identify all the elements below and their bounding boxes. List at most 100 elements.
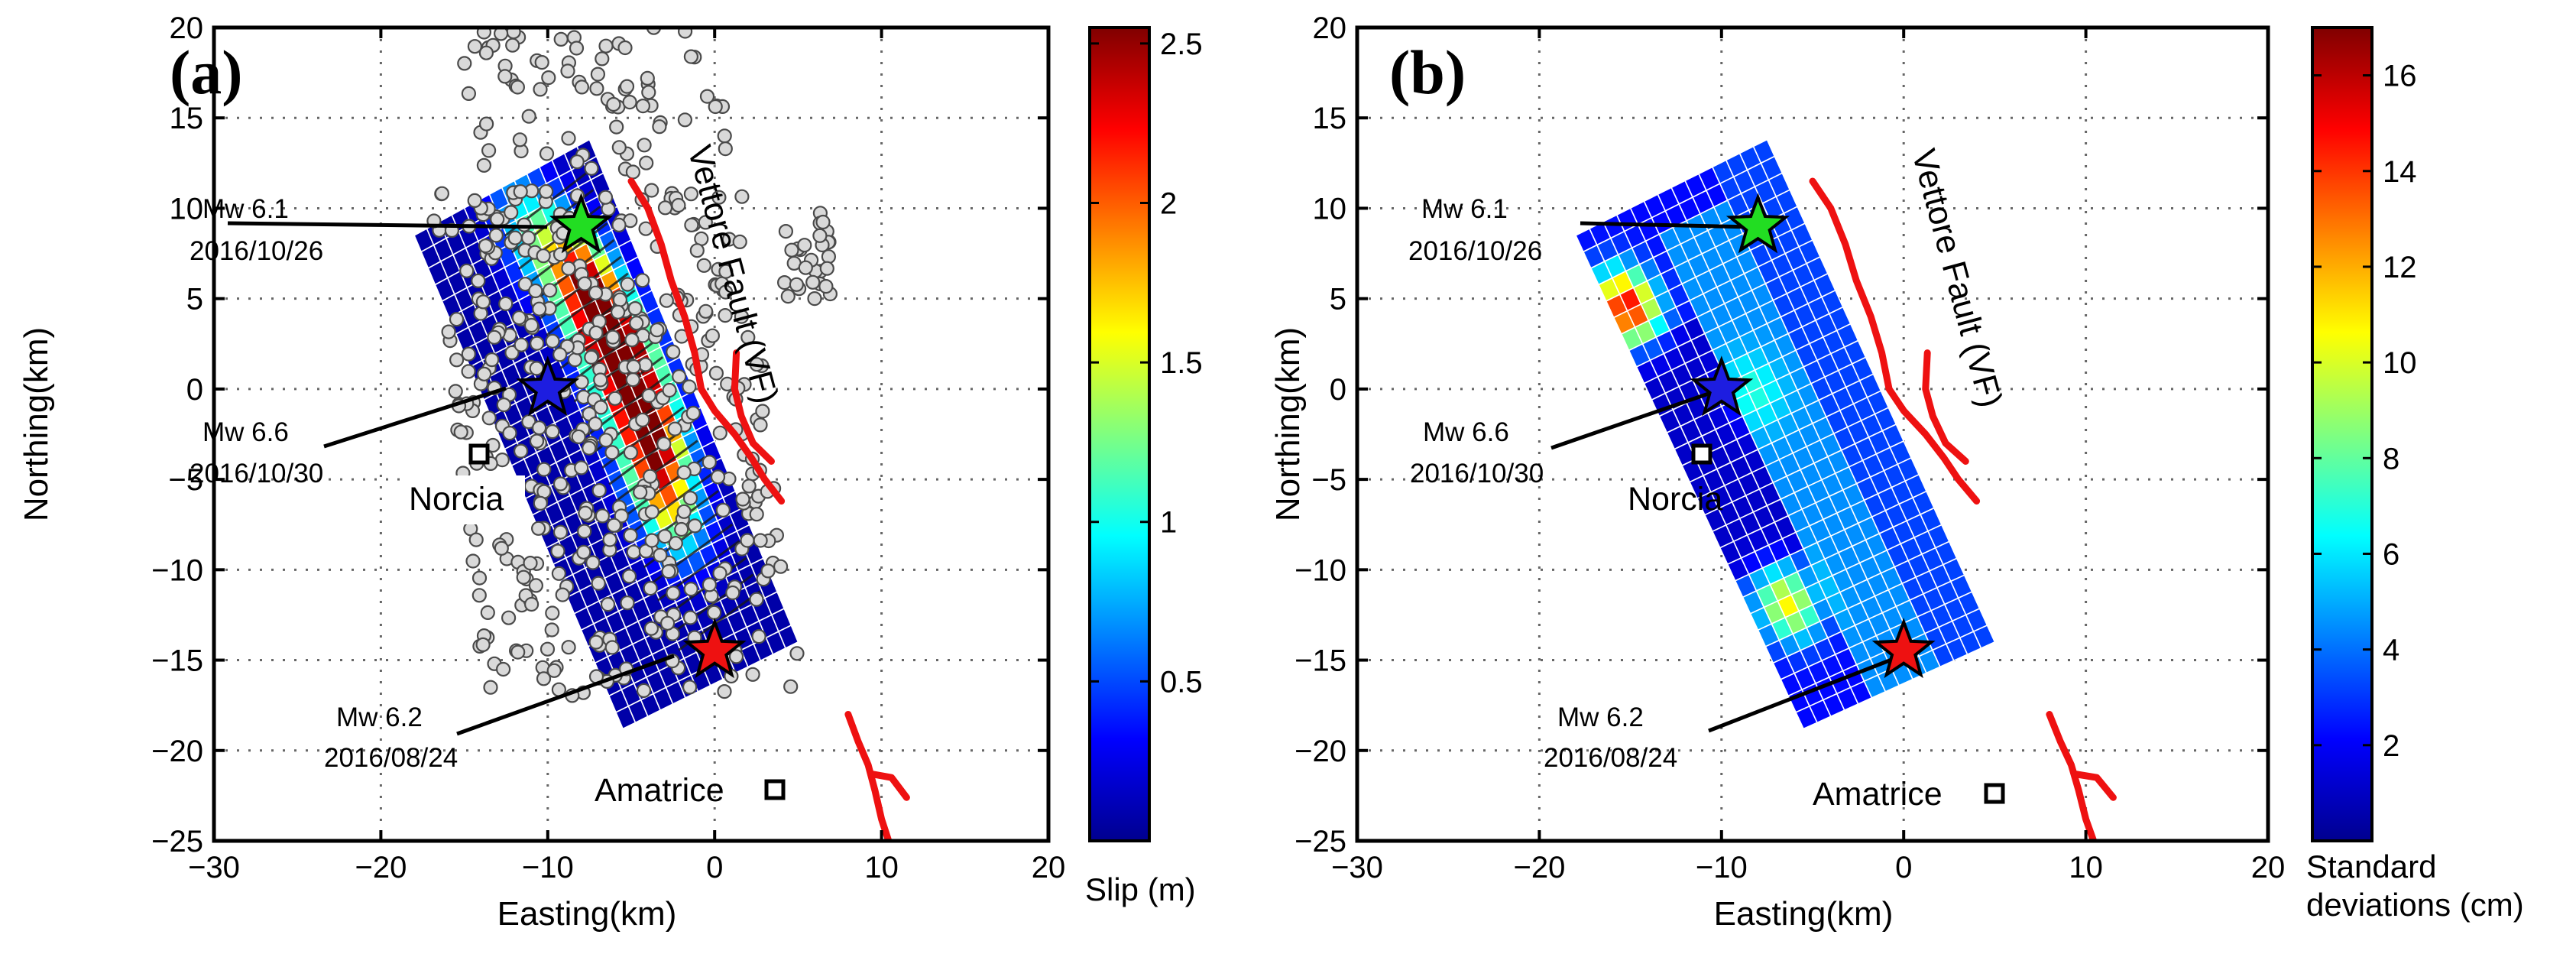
- amatrice-label-b: Amatrice: [1813, 776, 1943, 813]
- norcia-marker-b: [1691, 443, 1712, 465]
- aftershock: [561, 640, 576, 655]
- aftershock: [574, 80, 590, 95]
- aftershock: [497, 69, 513, 84]
- aftershock: [643, 580, 658, 596]
- aftershock: [520, 230, 536, 245]
- x-tick-label: −30: [188, 851, 240, 884]
- axes-frame-a: [212, 25, 1051, 843]
- aftershock: [623, 445, 639, 460]
- event-62-label-b: Mw 6.2: [1557, 703, 1644, 732]
- norcia-label-a: Norcia: [409, 481, 504, 518]
- colorbar-label-b-line2: deviations (cm): [2306, 887, 2524, 923]
- aftershock: [776, 275, 792, 290]
- aftershock: [778, 224, 794, 239]
- aftershock: [684, 217, 699, 232]
- event-stars-a: [516, 193, 747, 679]
- event-star: [682, 617, 747, 679]
- aftershock: [488, 228, 504, 243]
- aftershock: [706, 605, 722, 620]
- aftershock: [480, 605, 495, 621]
- aftershock: [732, 234, 747, 249]
- aftershock: [702, 454, 717, 470]
- aftershock: [602, 532, 617, 547]
- aftershock: [478, 45, 494, 60]
- aftershock: [682, 680, 698, 695]
- aftershock: [625, 164, 641, 180]
- aftershock: [815, 214, 831, 230]
- aftershock: [659, 615, 676, 631]
- y-tick-label: −10: [151, 553, 203, 587]
- aftershock: [637, 138, 652, 153]
- aftershock: [608, 391, 623, 406]
- aftershock: [561, 131, 576, 146]
- aftershock: [490, 212, 505, 227]
- panel-b: −30 −20 −10 0 10 20 20 15 10 5 0 −5 −10 −15 −20 −25 (b)…: [1269, 11, 2524, 933]
- aftershock: [662, 382, 677, 398]
- x-tick-label: −10: [1696, 851, 1748, 884]
- aftershock: [773, 559, 789, 574]
- y-tick-label: −25: [1294, 825, 1346, 858]
- rake-vector: [546, 272, 629, 336]
- aftershock: [715, 502, 731, 518]
- event-stars-b: [1690, 193, 1936, 679]
- aftershock: [745, 667, 760, 682]
- aftershock: [483, 680, 498, 695]
- aftershock: [593, 372, 608, 388]
- aftershock: [623, 527, 638, 544]
- aftershock: [740, 533, 755, 548]
- aftershock: [574, 460, 589, 475]
- aftershocks-a: [426, 28, 838, 703]
- event-62-date-b: 2016/08/24: [1544, 743, 1677, 773]
- aftershock: [533, 495, 548, 511]
- aftershock: [718, 284, 734, 300]
- aftershock: [687, 518, 702, 534]
- aftershock: [512, 132, 528, 148]
- aftershock: [604, 445, 620, 460]
- event-61-label-a: Mw 6.1: [203, 194, 289, 224]
- aftershock: [496, 397, 511, 413]
- aftershock: [467, 39, 483, 54]
- aftershock: [475, 637, 491, 653]
- leader-line-62-a: [456, 654, 675, 736]
- aftershock: [717, 683, 732, 699]
- aftershock: [441, 324, 456, 339]
- fault-patch: [1972, 624, 1996, 650]
- colorbar-tick-label: 16: [2383, 60, 2417, 93]
- colorbar-tick-label: 10: [2383, 346, 2417, 380]
- event-66-date-a: 2016/10/30: [190, 459, 323, 488]
- colorbar-b: [2311, 26, 2373, 842]
- aftershock: [718, 308, 733, 323]
- aftershock: [696, 258, 711, 273]
- colorbar-tick-label: 2: [1160, 187, 1177, 220]
- fault-plane-b: [1575, 138, 1996, 730]
- aftershock: [751, 628, 766, 644]
- aftershock: [624, 333, 640, 348]
- y-tick-label: −20: [151, 735, 203, 768]
- aftershock: [711, 190, 727, 205]
- aftershock: [676, 465, 692, 480]
- aftershock: [481, 143, 497, 158]
- fault-trace: [1809, 177, 1981, 505]
- aftershock: [734, 189, 750, 204]
- aftershock: [683, 49, 699, 64]
- aftershock: [501, 610, 517, 625]
- aftershock: [434, 186, 450, 201]
- grid-a: [214, 28, 1048, 841]
- aftershock: [540, 641, 556, 657]
- aftershock: [657, 528, 672, 544]
- aftershock: [588, 416, 603, 432]
- aftershock: [635, 412, 650, 428]
- norcia-label-bg-a: [401, 475, 525, 524]
- leader-line-66-b: [1550, 386, 1725, 450]
- aftershock: [797, 238, 812, 253]
- aftershock: [471, 570, 488, 586]
- event-star: [1725, 193, 1790, 254]
- x-tick-label: −10: [522, 851, 574, 884]
- ticks-a: −30 −20 −10 0 10 20 20 15 10 5 0 −5 −10 −15 −20 −25: [151, 11, 1065, 884]
- aftershock: [819, 261, 834, 276]
- aftershock: [478, 116, 494, 131]
- colorbar-tick-label: 0.5: [1160, 665, 1203, 699]
- aftershock: [569, 41, 585, 56]
- aftershock: [530, 336, 545, 351]
- aftershock: [595, 51, 610, 67]
